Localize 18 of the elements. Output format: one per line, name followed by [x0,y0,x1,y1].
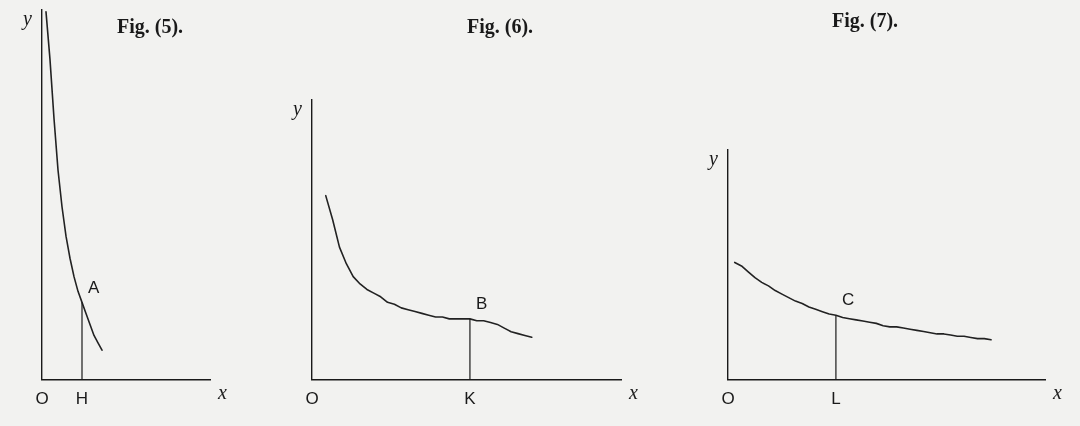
annotation: A [88,277,100,297]
y-axis-title: y [291,97,303,121]
chart-title: Fig. (7). [831,9,899,33]
x-axis-title: x [1052,380,1062,403]
x-tick-label: O [35,389,49,409]
x-tick-label: K [464,389,477,409]
x-tick-label: O [721,389,735,409]
y-axis-title: y [21,7,33,31]
x-axis-title: x [217,380,227,403]
chart-title: Fig. (6). [466,15,534,39]
annotation: B [475,294,488,314]
chart-title: Fig. (5). [116,15,184,39]
x-tick-label: L [831,389,841,409]
annotation: C [841,290,855,310]
x-tick-label: O [305,389,319,409]
x-axis-title: x [628,380,638,403]
y-axis-title: y [707,147,719,171]
x-tick-label: H [75,389,89,409]
